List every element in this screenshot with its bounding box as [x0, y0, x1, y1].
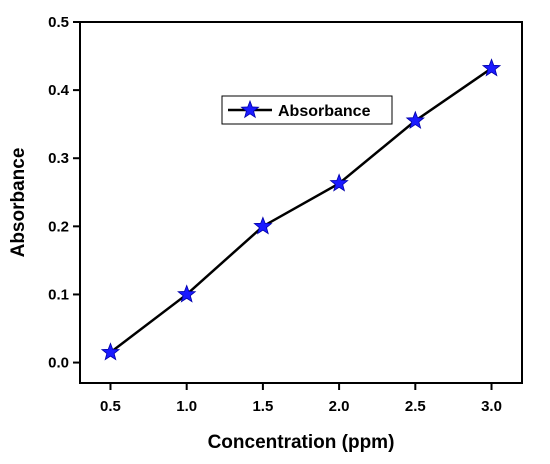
- x-tick-label: 0.5: [100, 398, 121, 415]
- y-tick-label: 0.5: [48, 14, 69, 31]
- y-tick-label: 0.3: [48, 150, 69, 167]
- x-tick-label: 1.5: [252, 398, 273, 415]
- x-tick-label: 2.0: [329, 398, 350, 415]
- y-tick-label: 0.1: [48, 286, 69, 303]
- data-point-star: [481, 58, 502, 77]
- y-tick-label: 0.2: [48, 218, 69, 235]
- legend: Absorbance: [221, 95, 393, 125]
- series-line-absorbance: [109, 67, 493, 354]
- x-tick-label: 2.5: [405, 398, 426, 415]
- plot-frame: [79, 21, 523, 384]
- x-tick-label: 3.0: [481, 398, 502, 415]
- x-axis-label: Concentration (ppm): [208, 432, 395, 453]
- plot-frame-group: [79, 21, 523, 384]
- y-tick-label: 0.0: [48, 355, 69, 372]
- x-axis-ticks: 0.5 1.0 1.5 2.0 2.5 3.0: [100, 383, 502, 415]
- legend-star-marker: [240, 99, 260, 119]
- data-point-star: [405, 110, 425, 129]
- legend-entry-absorbance: Absorbance: [278, 103, 371, 120]
- data-point-star: [329, 173, 349, 192]
- y-tick-label: 0.4: [48, 82, 70, 99]
- data-point-star: [177, 284, 197, 303]
- y-axis-label: Absorbance: [8, 148, 29, 258]
- data-point-star: [100, 342, 121, 361]
- series-absorbance: [100, 58, 502, 361]
- data-point-star: [253, 216, 273, 235]
- y-axis-ticks: 0.0 0.1 0.2 0.3 0.4 0.5: [48, 14, 80, 372]
- x-tick-label: 1.0: [176, 398, 197, 415]
